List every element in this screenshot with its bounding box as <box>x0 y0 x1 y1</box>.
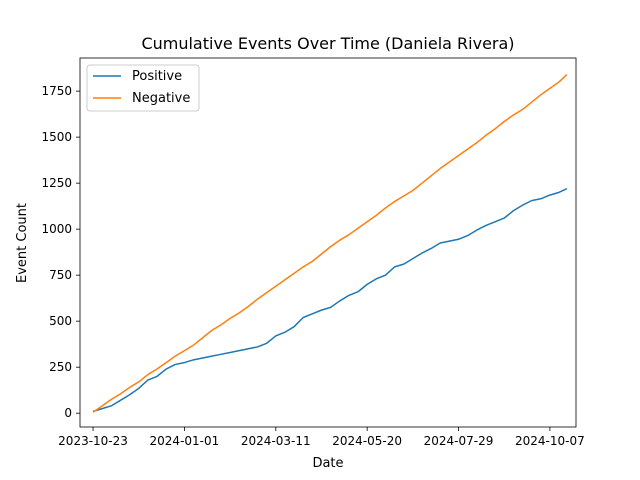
axes-layer: 2023-10-23 2024-01-01 2024-03-11 2024-05-20… <box>41 57 585 448</box>
series-line-negative <box>92 74 568 413</box>
y-tick-label: 250 <box>49 360 72 374</box>
y-tick-label: 1000 <box>41 222 72 236</box>
y-tick-label: 1500 <box>41 130 72 144</box>
axes-frame <box>79 57 577 428</box>
x-axis-label: Date <box>312 456 343 471</box>
legend: Positive Negative <box>86 64 200 112</box>
x-tick-label: 2023-10-23 <box>58 434 128 448</box>
x-tick-label: 2024-03-11 <box>241 434 311 448</box>
y-tick-label: 1250 <box>41 176 72 190</box>
x-tick-label: 2024-10-07 <box>515 434 585 448</box>
legend-label-positive: Positive <box>132 69 182 84</box>
x-tick-label: 2024-01-01 <box>150 434 220 448</box>
y-axis-label: Event Count <box>15 203 30 283</box>
chart-title: Cumulative Events Over Time (Daniela Riv… <box>141 34 514 53</box>
x-tick-label: 2024-07-29 <box>424 434 494 448</box>
series-line-positive <box>92 187 568 413</box>
x-tick-label: 2024-05-20 <box>332 434 402 448</box>
y-tick-label: 500 <box>49 314 72 328</box>
legend-label-negative: Negative <box>132 91 190 106</box>
y-tick-label: 1750 <box>41 84 72 98</box>
y-tick-label: 0 <box>64 406 72 420</box>
series-layer <box>92 74 568 413</box>
y-tick-label: 750 <box>49 268 72 282</box>
